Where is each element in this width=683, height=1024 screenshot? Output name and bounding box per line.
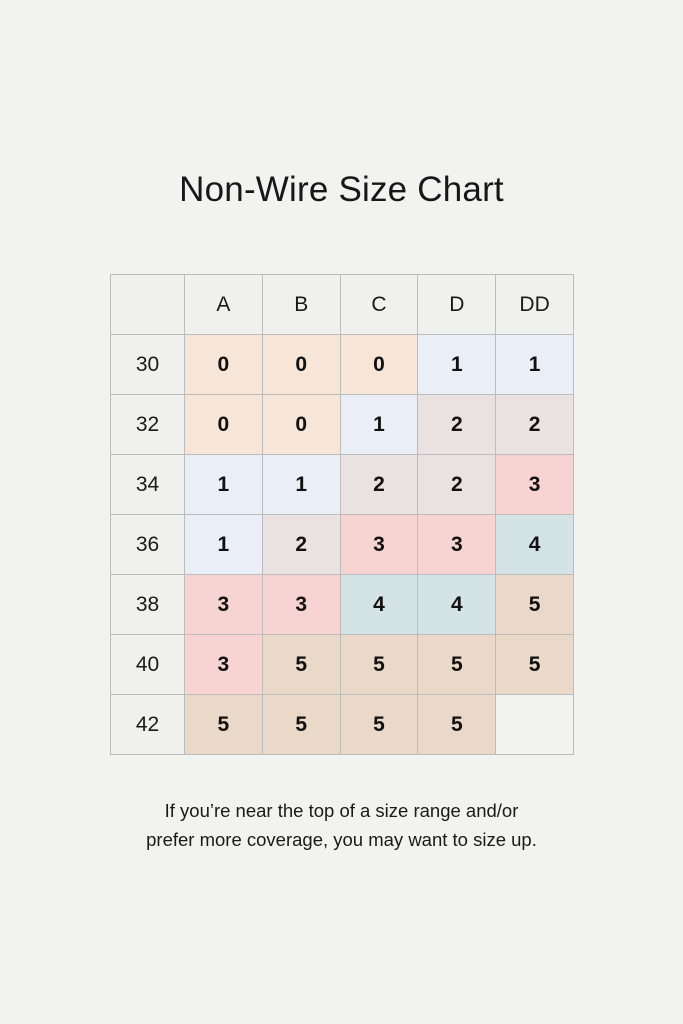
table-row: 42 5 5 5 5	[110, 694, 574, 755]
cell-40-dd: 5	[495, 634, 574, 695]
cell-30-d: 1	[417, 334, 497, 395]
cell-42-c: 5	[339, 694, 419, 755]
table-row: 34 1 1 2 2 3	[110, 454, 574, 515]
table-row: 38 3 3 4 4 5	[110, 574, 574, 635]
row-header-band: 42	[110, 694, 185, 755]
cell-38-c: 4	[339, 574, 419, 635]
column-header-d: D	[417, 274, 497, 335]
row-header-band: 40	[110, 634, 185, 695]
table-row: 30 0 0 0 1 1	[110, 334, 574, 395]
cell-34-a: 1	[184, 454, 263, 515]
cell-30-b: 0	[261, 334, 341, 395]
page-title: Non-Wire Size Chart	[179, 170, 504, 209]
row-header-band: 30	[110, 334, 185, 395]
table-corner-cell	[110, 274, 185, 335]
cell-42-a: 5	[184, 694, 263, 755]
cell-34-c: 2	[339, 454, 419, 515]
cell-32-dd: 2	[495, 394, 574, 455]
cell-42-b: 5	[261, 694, 341, 755]
sizing-note-line-1: If you’re near the top of a size range a…	[164, 800, 519, 821]
cell-32-b: 0	[261, 394, 341, 455]
cell-34-b: 1	[261, 454, 341, 515]
cell-32-a: 0	[184, 394, 263, 455]
table-body: 30 0 0 0 1 1 32 0 0 1 2 2 34 1 1 2 2	[110, 334, 574, 755]
cell-42-d: 5	[417, 694, 497, 755]
cell-32-c: 1	[339, 394, 419, 455]
cell-42-dd	[495, 694, 574, 755]
column-header-b: B	[261, 274, 341, 335]
size-chart-table: A B C D DD 30 0 0 0 1 1 32 0 0 1 2	[110, 274, 574, 755]
row-header-band: 32	[110, 394, 185, 455]
cell-40-b: 5	[261, 634, 341, 695]
cell-36-dd: 4	[495, 514, 574, 575]
sizing-note-line-2: prefer more coverage, you may want to si…	[146, 829, 537, 850]
cell-36-b: 2	[261, 514, 341, 575]
cell-30-a: 0	[184, 334, 263, 395]
row-header-band: 36	[110, 514, 185, 575]
cell-40-a: 3	[184, 634, 263, 695]
cell-30-c: 0	[339, 334, 419, 395]
cell-38-a: 3	[184, 574, 263, 635]
cell-40-d: 5	[417, 634, 497, 695]
cell-30-dd: 1	[495, 334, 574, 395]
cell-32-d: 2	[417, 394, 497, 455]
cell-36-c: 3	[339, 514, 419, 575]
column-header-a: A	[184, 274, 263, 335]
cell-38-dd: 5	[495, 574, 574, 635]
table-row: 36 1 2 3 3 4	[110, 514, 574, 575]
cell-38-d: 4	[417, 574, 497, 635]
table-row: 40 3 5 5 5 5	[110, 634, 574, 695]
column-header-dd: DD	[495, 274, 574, 335]
cell-34-d: 2	[417, 454, 497, 515]
row-header-band: 34	[110, 454, 185, 515]
sizing-note: If you’re near the top of a size range a…	[0, 796, 683, 854]
cell-36-a: 1	[184, 514, 263, 575]
table-header: A B C D DD	[110, 274, 574, 335]
row-header-band: 38	[110, 574, 185, 635]
table-row: 32 0 0 1 2 2	[110, 394, 574, 455]
table-header-row: A B C D DD	[110, 274, 574, 335]
cell-34-dd: 3	[495, 454, 574, 515]
cell-40-c: 5	[339, 634, 419, 695]
column-header-c: C	[339, 274, 419, 335]
cell-36-d: 3	[417, 514, 497, 575]
cell-38-b: 3	[261, 574, 341, 635]
